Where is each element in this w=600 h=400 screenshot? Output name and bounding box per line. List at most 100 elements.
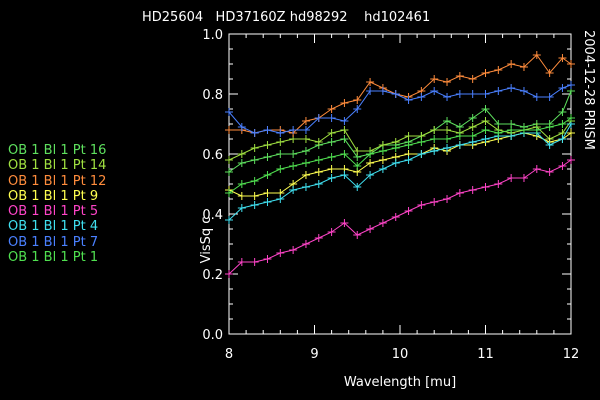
legend: OB 1 Bl 1 Pt 16 OB 1 Bl 1 Pt 14 OB 1 Bl 1 … bbox=[8, 143, 106, 265]
data-point bbox=[481, 135, 490, 143]
data-point bbox=[314, 114, 323, 122]
data-point bbox=[301, 126, 310, 134]
data-point bbox=[567, 129, 575, 137]
data-point bbox=[391, 144, 400, 152]
data-point bbox=[327, 165, 336, 173]
data-point bbox=[494, 66, 503, 74]
data-point bbox=[237, 180, 246, 188]
data-point bbox=[378, 156, 387, 164]
data-point bbox=[250, 201, 259, 209]
data-point bbox=[558, 135, 567, 143]
data-point bbox=[225, 189, 233, 197]
data-point bbox=[430, 75, 439, 83]
data-point bbox=[567, 156, 575, 164]
data-point bbox=[289, 150, 298, 158]
data-point bbox=[481, 69, 490, 77]
data-point bbox=[327, 228, 336, 236]
series-line bbox=[229, 54, 572, 134]
data-point bbox=[532, 165, 541, 173]
legend-item: OB 1 Bl 1 Pt 4 bbox=[8, 219, 99, 235]
data-point bbox=[443, 135, 452, 143]
data-point bbox=[567, 114, 575, 122]
data-point bbox=[532, 51, 541, 59]
legend-item: OB 1 Bl 1 Pt 14 bbox=[8, 158, 107, 174]
data-point bbox=[340, 171, 349, 179]
date-side-label: 2004-12-28 PRISM bbox=[581, 30, 596, 150]
x-tick-label: 12 bbox=[563, 347, 580, 362]
series-line bbox=[228, 120, 572, 161]
data-point bbox=[455, 72, 464, 80]
data-point bbox=[353, 162, 362, 170]
data-point bbox=[455, 90, 464, 98]
legend-item: OB 1 Bl 1 Pt 12 bbox=[8, 173, 107, 189]
data-point bbox=[404, 141, 413, 149]
data-point bbox=[519, 63, 528, 71]
data-point bbox=[417, 93, 426, 101]
data-point bbox=[353, 183, 362, 191]
data-point bbox=[276, 249, 285, 257]
data-point bbox=[301, 147, 310, 155]
data-point bbox=[366, 159, 375, 167]
data-point bbox=[327, 138, 336, 146]
data-point bbox=[237, 258, 246, 266]
data-point bbox=[250, 144, 259, 152]
legend-item: OB 1 Bl 1 Pt 16 bbox=[8, 143, 107, 158]
data-point bbox=[353, 96, 362, 104]
data-point bbox=[289, 162, 298, 170]
data-point bbox=[340, 126, 349, 134]
data-point bbox=[353, 147, 362, 155]
x-axis-label: Wavelength [mu] bbox=[344, 375, 456, 390]
data-point bbox=[353, 105, 362, 113]
x-tick-label: 9 bbox=[310, 347, 318, 362]
data-point bbox=[532, 93, 541, 101]
x-tick-label: 10 bbox=[392, 347, 409, 362]
legend-item: OB 1 Bl 1 Pt 1 bbox=[8, 250, 99, 266]
data-point bbox=[558, 54, 567, 62]
data-point bbox=[404, 156, 413, 164]
data-point bbox=[430, 126, 439, 134]
data-point bbox=[340, 219, 349, 227]
data-point bbox=[532, 126, 541, 134]
data-point bbox=[340, 117, 349, 125]
data-point bbox=[519, 174, 528, 182]
data-point bbox=[237, 159, 246, 167]
data-point bbox=[237, 192, 246, 200]
data-point bbox=[250, 129, 259, 137]
data-point bbox=[263, 198, 272, 206]
data-point bbox=[225, 270, 233, 278]
data-point bbox=[289, 126, 298, 134]
data-point bbox=[301, 159, 310, 167]
data-point bbox=[404, 132, 413, 140]
data-point bbox=[250, 156, 259, 164]
data-point bbox=[468, 75, 477, 83]
data-point bbox=[314, 156, 323, 164]
data-point bbox=[340, 99, 349, 107]
data-point bbox=[289, 186, 298, 194]
data-point bbox=[314, 138, 323, 146]
series-group bbox=[225, 120, 575, 224]
data-point bbox=[289, 246, 298, 254]
data-point bbox=[443, 93, 452, 101]
data-point bbox=[545, 93, 554, 101]
data-point bbox=[301, 135, 310, 143]
data-point bbox=[430, 135, 439, 143]
data-point bbox=[481, 117, 490, 125]
x-tick-label: 8 bbox=[225, 347, 233, 362]
data-point bbox=[468, 114, 477, 122]
data-point bbox=[378, 87, 387, 95]
data-point bbox=[263, 171, 272, 179]
data-point bbox=[481, 105, 490, 113]
data-point bbox=[430, 147, 439, 155]
series-layer bbox=[225, 51, 575, 278]
data-point bbox=[225, 108, 233, 116]
y-axis-label: VisSq c bbox=[199, 217, 214, 264]
series-line bbox=[228, 84, 572, 134]
x-tick-label: 11 bbox=[477, 347, 494, 362]
data-point bbox=[494, 180, 503, 188]
data-point bbox=[417, 138, 426, 146]
data-point bbox=[366, 150, 375, 158]
data-point bbox=[507, 60, 516, 68]
data-point bbox=[404, 96, 413, 104]
legend-item: OB 1 Bl 1 Pt 9 bbox=[8, 188, 99, 204]
